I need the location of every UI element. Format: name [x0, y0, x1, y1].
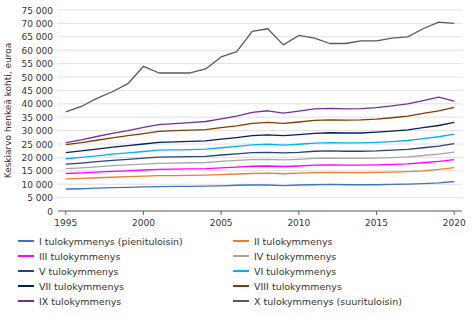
series-line — [66, 22, 454, 112]
y-tick-label: 15 000 — [22, 166, 54, 176]
legend-swatch — [233, 300, 249, 302]
x-tick-label: 1995 — [54, 218, 77, 228]
legend-label: IV tulokymmenys — [254, 251, 336, 262]
x-tick — [65, 211, 66, 215]
y-tick-label: 10 000 — [22, 180, 54, 190]
grid-line — [58, 50, 462, 51]
legend-swatch — [18, 255, 34, 257]
y-tick-label: 70 000 — [22, 19, 54, 29]
grid-line — [58, 63, 462, 64]
series-line — [66, 152, 454, 169]
series-line — [66, 168, 454, 179]
legend: I tulokymmenys (pienituloisin) II tulokym… — [18, 236, 402, 307]
x-tick-label: 2010 — [287, 218, 310, 228]
grid-line — [58, 10, 462, 11]
legend-label: II tulokymmenys — [254, 236, 333, 247]
y-tick-label: 0 — [47, 207, 53, 217]
chart-container: 0 5 000 10 000 15 000 20 000 25 000 30 000 35 0… — [0, 0, 472, 318]
series-line — [66, 97, 454, 143]
series-line — [66, 160, 454, 174]
x-axis-line — [58, 211, 462, 212]
grid-line — [58, 77, 462, 78]
x-axis: 1995 2000 2005 2010 2015 2020 — [54, 211, 466, 228]
legend-swatch — [233, 270, 249, 272]
series-group — [66, 22, 454, 189]
legend-label: III tulokymmenys — [39, 251, 120, 262]
y-tick-label: 75 000 — [22, 6, 54, 16]
legend-swatch — [233, 255, 249, 257]
y-tick-label: 20 000 — [22, 153, 54, 163]
x-tick — [143, 211, 144, 215]
series-line — [66, 144, 454, 164]
legend-swatch — [233, 240, 249, 242]
legend-label: I tulokymmenys (pienituloisin) — [39, 236, 183, 247]
legend-label: VIII tulokymmenys — [254, 281, 342, 292]
legend-swatch — [18, 270, 34, 272]
y-tick-label: 60 000 — [22, 46, 54, 56]
y-tick-label: 35 000 — [22, 113, 54, 123]
grid-line — [58, 90, 462, 91]
y-tick-label: 30 000 — [22, 126, 54, 136]
legend-swatch — [233, 285, 249, 287]
legend-label: IX tulokymmenys — [39, 296, 121, 307]
series-line — [66, 122, 454, 152]
x-tick-label: 2000 — [132, 218, 155, 228]
grid-line — [58, 211, 462, 212]
chart: 0 5 000 10 000 15 000 20 000 25 000 30 000 35 0… — [0, 0, 472, 318]
y-tick-label: 45 000 — [22, 86, 54, 96]
series-line — [66, 182, 454, 190]
legend-label: VII tulokymmenys — [39, 281, 124, 292]
legend-label: VI tulokymmenys — [254, 266, 336, 277]
x-tick-label: 2005 — [210, 218, 233, 228]
x-tick — [298, 211, 299, 215]
legend-label: V tulokymmenys — [39, 266, 118, 277]
x-tick-label: 2020 — [443, 218, 466, 228]
legend-swatch — [18, 300, 34, 302]
x-tick — [376, 211, 377, 215]
legend-swatch — [18, 285, 34, 287]
y-axis: 0 5 000 10 000 15 000 20 000 25 000 30 000 35 0… — [22, 6, 463, 217]
x-tick — [454, 211, 455, 215]
y-tick-label: 50 000 — [22, 73, 54, 83]
x-tick-label: 2015 — [365, 218, 388, 228]
legend-swatch — [18, 240, 34, 242]
grid-line — [58, 23, 462, 24]
y-tick-label: 5 000 — [27, 193, 53, 203]
y-axis-label: Keskiarvo henkeä kohti, euroa — [3, 43, 13, 179]
series-line — [66, 107, 454, 144]
x-tick — [221, 211, 222, 215]
y-tick-label: 55 000 — [22, 59, 54, 69]
y-tick-label: 65 000 — [22, 32, 54, 42]
grid-line — [58, 197, 462, 198]
y-tick-label: 25 000 — [22, 140, 54, 150]
y-tick-label: 40 000 — [22, 99, 54, 109]
legend-label: X tulokymmenys (suurituloisin) — [254, 296, 402, 307]
